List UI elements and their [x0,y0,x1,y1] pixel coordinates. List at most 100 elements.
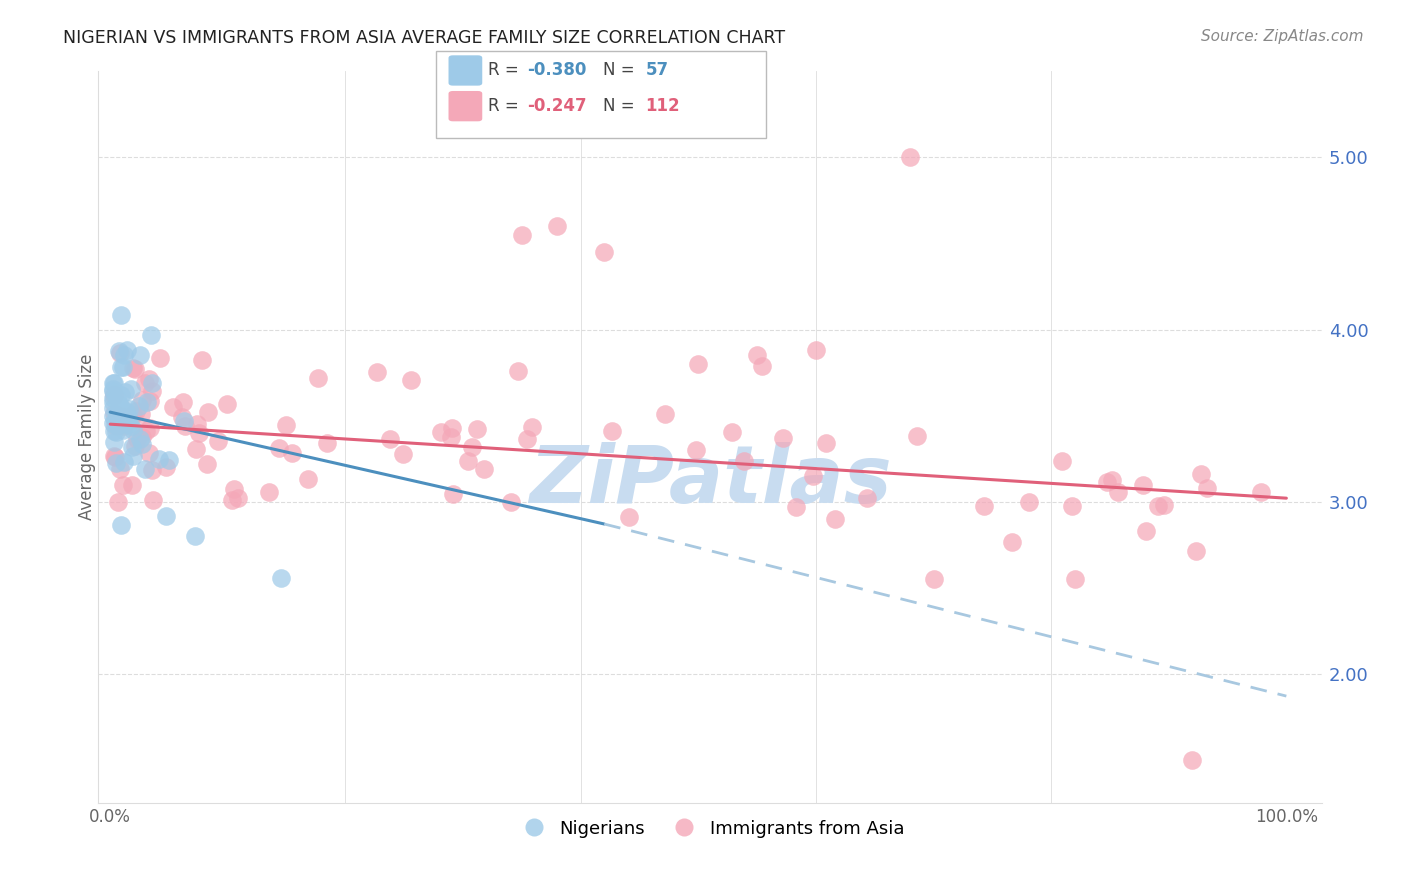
Point [1050,454,1073,468]
Point [139,393,162,408]
Point [114,412,136,426]
Point [129,408,152,422]
Text: -0.380: -0.380 [527,62,586,79]
Point [274,417,297,432]
Point [173,414,195,428]
Point [721,425,744,439]
Text: 112: 112 [645,97,681,115]
Point [440,430,463,444]
Point [112,360,135,375]
Point [103,406,125,420]
Point [103,387,125,401]
Text: N =: N = [603,97,640,115]
Point [101,416,124,430]
Point [112,423,135,437]
Point [122,450,145,464]
Point [110,346,132,360]
Point [139,420,162,434]
Point [104,450,127,464]
Point [221,492,243,507]
Point [508,363,530,377]
Point [114,385,136,400]
Point [217,397,239,411]
Legend: Nigerians, Immigrants from Asia: Nigerians, Immigrants from Asia [509,813,911,845]
Point [103,424,125,438]
Point [391,447,413,461]
Point [905,429,928,443]
Point [136,395,159,409]
Point [155,509,177,524]
Point [297,471,319,485]
Point [125,404,148,418]
Text: -0.247: -0.247 [527,97,586,115]
Text: Source: ZipAtlas.com: Source: ZipAtlas.com [1201,29,1364,45]
Point [134,376,156,390]
Point [186,442,208,457]
Point [516,432,538,446]
Point [125,432,148,446]
Point [134,462,156,476]
Text: ZiPatlas: ZiPatlas [529,442,891,520]
Point [105,407,128,421]
Point [101,401,124,416]
Point [804,343,827,358]
Point [142,493,165,508]
Point [654,408,676,422]
Point [465,422,488,436]
Point [108,397,131,411]
Point [1107,485,1129,500]
Point [107,343,129,358]
Point [1101,474,1123,488]
Point [461,441,484,455]
Point [141,327,163,342]
Point [1153,498,1175,512]
Point [745,348,768,362]
Point [441,421,464,435]
Text: NIGERIAN VS IMMIGRANTS FROM ASIA AVERAGE FAMILY SIZE CORRELATION CHART: NIGERIAN VS IMMIGRANTS FROM ASIA AVERAGE… [63,29,786,47]
Point [856,491,879,505]
Text: N =: N = [603,62,640,79]
Point [110,308,132,322]
Point [441,487,464,501]
Point [1189,467,1212,481]
Point [1018,495,1040,509]
Point [120,382,142,396]
Point [399,373,422,387]
Point [128,400,150,414]
Point [101,376,124,391]
Point [124,439,146,453]
Point [801,468,824,483]
Point [149,351,172,365]
Point [1062,500,1084,514]
Text: R =: R = [488,62,524,79]
Point [103,388,125,402]
Point [141,376,163,390]
Point [112,455,135,469]
Point [104,425,127,439]
Point [1250,485,1272,500]
Point [115,343,138,358]
Point [207,434,229,448]
Point [1197,481,1219,495]
Point [148,452,170,467]
Point [112,348,135,362]
Point [510,227,533,242]
Point [685,443,707,458]
Point [110,388,132,402]
Point [173,418,195,433]
Point [118,401,141,416]
Point [257,485,280,500]
Point [380,433,402,447]
Point [307,371,329,385]
Point [121,440,143,454]
Point [141,462,163,476]
Point [1147,499,1170,513]
Point [600,424,623,438]
Point [103,376,125,390]
Point [785,500,807,514]
Point [267,441,290,455]
Point [135,425,157,439]
Point [138,372,160,386]
Point [688,357,710,371]
Point [110,360,132,375]
